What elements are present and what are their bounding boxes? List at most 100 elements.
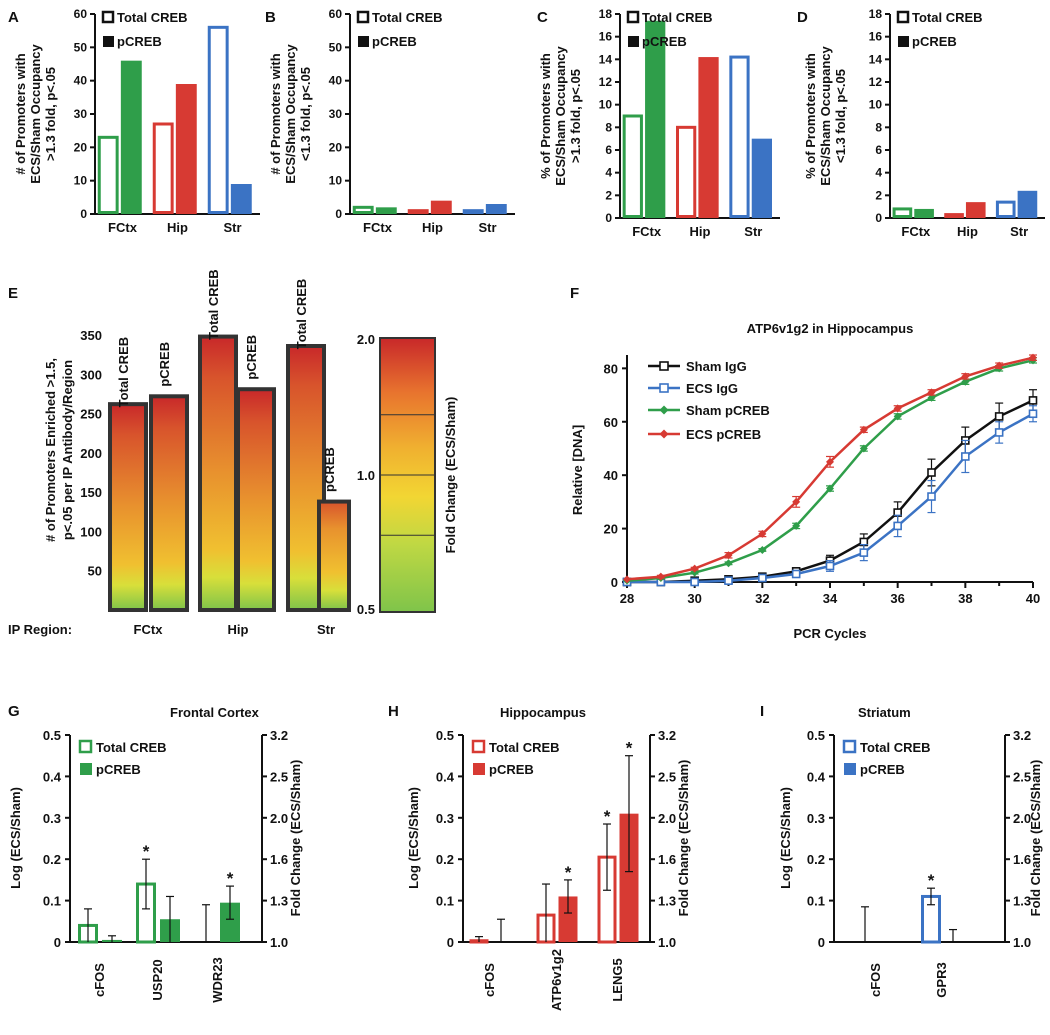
bar-total-creb-hip xyxy=(944,213,964,219)
y-tick-label: 16 xyxy=(599,30,613,44)
x-tick-label: 38 xyxy=(958,591,972,606)
data-point xyxy=(961,372,970,381)
y-tick-label: 0 xyxy=(447,935,454,950)
panel-C: C % of Promoters with ECS/Sham Occupancy >1… xyxy=(537,7,780,239)
bar-total-creb-hip xyxy=(676,125,697,218)
bar-total-creb-str xyxy=(207,25,229,215)
y-axis-label: # of Promoters Enriched >1.5, xyxy=(43,358,58,542)
bar-total-creb-fctx xyxy=(622,114,643,218)
chart-layer: A# of Promoters with ECS/Sham Occupancy >1… xyxy=(8,7,1045,1011)
x-tick-label: 36 xyxy=(890,591,904,606)
panel-D: D % of Promoters with ECS/Sham Occupancy <1… xyxy=(797,7,1045,239)
legend-swatch-total-creb xyxy=(356,10,370,24)
y-axis-label: ECS/Sham Occupancy xyxy=(283,44,298,184)
y2-tick-label: 1.0 xyxy=(658,935,676,950)
legend-label: pCREB xyxy=(372,34,417,49)
bar-pcreb-str xyxy=(317,499,351,613)
x-tick-label: Str xyxy=(1010,224,1028,239)
data-point xyxy=(927,468,936,477)
y-tick-label: 0.2 xyxy=(807,852,825,867)
panel-label: G xyxy=(8,703,20,720)
panel-label: H xyxy=(388,703,399,720)
panel-F: F ATP6v1g2 in Hippocampus PCR Cycles Relati… xyxy=(570,285,1040,641)
y2-tick-label: 3.2 xyxy=(658,728,676,743)
bar-pcreb-hip xyxy=(965,202,986,218)
x-tick-label: cFOS xyxy=(482,963,497,997)
y-tick-label: 18 xyxy=(869,7,883,21)
bar-pcreb-str xyxy=(751,138,772,218)
data-point xyxy=(994,428,1004,437)
significance-marker: * xyxy=(565,863,572,882)
legend-marker xyxy=(659,429,669,439)
colorbar-tick-label: 1.0 xyxy=(357,468,375,483)
panel-B: B # of Promoters with ECS/Sham Occupancy <1… xyxy=(265,7,515,235)
y2-tick-label: 1.0 xyxy=(1013,935,1031,950)
data-point xyxy=(893,412,902,421)
data-point xyxy=(859,425,868,434)
y-tick-label: 10 xyxy=(869,98,883,112)
chart-title: Frontal Cortex xyxy=(170,705,260,720)
y-axis-label: ECS/Sham Occupancy xyxy=(818,46,833,186)
y-tick-label: 0.3 xyxy=(436,811,454,826)
y-tick-label: 0 xyxy=(818,935,825,950)
data-point xyxy=(995,361,1004,370)
y2-tick-label: 3.2 xyxy=(1013,728,1031,743)
x-tick-label: Hip xyxy=(690,224,711,239)
y-tick-label: 0.4 xyxy=(43,769,62,784)
panel-label: D xyxy=(797,9,808,26)
y2-tick-label: 2.5 xyxy=(270,769,288,784)
bar-pcreb-fctx xyxy=(149,394,189,612)
legend-label: Total CREB xyxy=(489,740,560,755)
chart-title: Striatum xyxy=(858,705,911,720)
y-axis-label: Log (ECS/Sham) xyxy=(406,787,421,889)
y2-tick-label: 1.3 xyxy=(270,894,288,909)
y-tick-label: 0.4 xyxy=(436,769,455,784)
legend-marker xyxy=(659,405,669,415)
y-tick-label: 40 xyxy=(329,74,343,88)
y-tick-label: 50 xyxy=(88,564,102,579)
x-tick-label: FCtx xyxy=(901,224,931,239)
x-tick-label: 40 xyxy=(1026,591,1040,606)
bar-pcreb-fctx xyxy=(375,207,397,214)
panel-I: I Striatum Log (ECS/Sham) Fold Change (ECS/… xyxy=(760,703,1043,998)
y2-tick-label: 2.5 xyxy=(658,769,676,784)
significance-marker: * xyxy=(604,807,611,826)
bar-pcreb-fctx xyxy=(120,60,142,214)
chart-title: ATP6v1g2 in Hippocampus xyxy=(747,321,914,336)
y-tick-label: 14 xyxy=(869,52,883,66)
y-tick-label: 0.2 xyxy=(43,852,61,867)
bar-total-creb-hip xyxy=(198,334,238,612)
y-tick-label: 60 xyxy=(604,415,618,430)
bar-total-creb-hip xyxy=(407,209,429,215)
colorbar-tick-label: 2.0 xyxy=(357,332,375,347)
y-tick-label: 12 xyxy=(599,75,613,89)
data-point xyxy=(961,452,970,461)
x-tick-label: 28 xyxy=(620,591,634,606)
x-axis-title: IP Region: xyxy=(8,622,72,637)
legend-label: pCREB xyxy=(489,762,534,777)
y-tick-label: 0.1 xyxy=(807,894,825,909)
bar-total-creb-fctx xyxy=(97,135,119,214)
legend-swatch-pcreb xyxy=(358,36,369,47)
y-tick-label: 10 xyxy=(599,98,613,112)
data-point xyxy=(758,573,767,583)
significance-marker: * xyxy=(928,871,935,890)
y2-tick-label: 1.6 xyxy=(1013,852,1031,867)
colorbar-label: Fold Change (ECS/Sham) xyxy=(443,397,458,554)
data-point xyxy=(826,484,834,493)
data-point xyxy=(961,377,970,386)
legend-label: Sham IgG xyxy=(686,359,747,374)
y-axis-label: <1.3 fold, p<.05 xyxy=(298,67,313,161)
x-tick-label: Hip xyxy=(957,224,978,239)
y-axis-label: # of Promoters with xyxy=(268,53,283,174)
y-tick-label: 60 xyxy=(74,7,88,21)
y-tick-label: 100 xyxy=(80,524,102,539)
data-point xyxy=(927,388,936,397)
y2-tick-label: 2.5 xyxy=(1013,769,1031,784)
data-point xyxy=(994,412,1004,421)
bar-label: Total CREB xyxy=(116,337,131,408)
y2-tick-label: 3.2 xyxy=(270,728,288,743)
legend-swatch-pcreb xyxy=(80,763,92,775)
y-tick-label: 0.1 xyxy=(436,894,454,909)
y2-tick-label: 2.0 xyxy=(658,811,676,826)
